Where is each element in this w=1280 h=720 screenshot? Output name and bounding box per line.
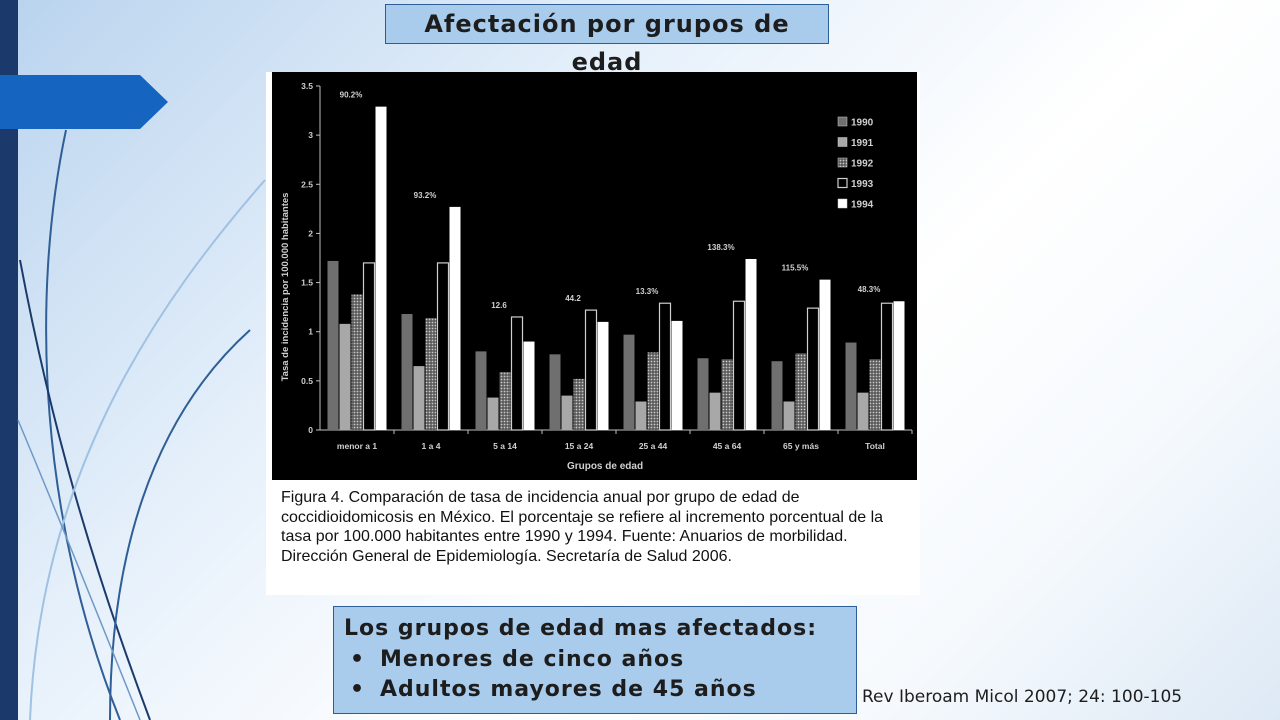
x-tick-label: 1 a 4 bbox=[422, 441, 441, 451]
bar-1992 bbox=[573, 378, 585, 430]
x-axis-title: Grupos de edad bbox=[567, 461, 643, 472]
y-axis-title: Tasa de incidencia por 100.000 habitante… bbox=[280, 193, 291, 382]
data-label: 138.3% bbox=[707, 243, 734, 252]
data-label: 13.3% bbox=[636, 287, 659, 296]
bar-1994 bbox=[819, 279, 831, 430]
bar-1990 bbox=[327, 260, 339, 430]
bar-1990 bbox=[623, 334, 635, 430]
figure-caption: Figura 4. Comparación de tasa de inciden… bbox=[281, 489, 884, 565]
legend-swatch-1992 bbox=[837, 157, 848, 168]
bar-1994 bbox=[893, 301, 905, 430]
data-label: 90.2% bbox=[340, 91, 363, 100]
slide-title: Afectación por grupos de edad bbox=[385, 4, 829, 76]
legend-label: 1992 bbox=[851, 159, 874, 170]
figure-panel: 0 0.5 1 1.5 2 2.5 3 3.5 menor a 1 1 a 4 5 a 14 15 … bbox=[266, 72, 920, 595]
x-tick-label: 65 y más bbox=[783, 441, 819, 451]
bar-1993 bbox=[584, 309, 598, 431]
bar-1994 bbox=[597, 321, 609, 430]
y-tick-label: 0.5 bbox=[301, 376, 313, 386]
bar-1990 bbox=[845, 342, 857, 430]
y-tick-label: 0 bbox=[308, 425, 313, 435]
bar-1994 bbox=[449, 206, 461, 430]
summary-box: Los grupos de edad mas afectados: Menore… bbox=[333, 606, 857, 714]
bar-1990 bbox=[475, 351, 487, 430]
data-label: 12.6 bbox=[491, 301, 507, 310]
bar-1993 bbox=[658, 302, 672, 431]
chart-legend: 1990 1991 1992 1993 1994 bbox=[837, 116, 874, 211]
data-label: 93.2% bbox=[414, 191, 437, 200]
bar-1992 bbox=[795, 353, 807, 430]
bar-1992 bbox=[647, 352, 659, 430]
bar-1991 bbox=[561, 395, 573, 430]
bar-1993 bbox=[510, 316, 524, 431]
bar-1991 bbox=[635, 401, 647, 430]
arrow-tab-shape bbox=[0, 75, 168, 129]
legend-label: 1994 bbox=[851, 200, 874, 211]
y-tick-label: 2.5 bbox=[301, 179, 313, 189]
bar-1991 bbox=[709, 392, 721, 430]
summary-item: Adultos mayores de 45 años bbox=[344, 675, 846, 705]
bar-1992 bbox=[721, 359, 733, 430]
bar-1994 bbox=[523, 341, 535, 430]
y-tick-label: 2 bbox=[308, 228, 313, 238]
legend-label: 1991 bbox=[851, 138, 874, 149]
bar-1993 bbox=[806, 307, 820, 431]
bar-1994 bbox=[745, 258, 757, 430]
legend-swatch-1990 bbox=[837, 116, 848, 127]
x-tick-label: 15 a 24 bbox=[565, 441, 594, 451]
reference-citation: Rev Iberoam Micol 2007; 24: 100-105 bbox=[862, 687, 1183, 707]
data-label: 44.2 bbox=[565, 294, 581, 303]
bar-1992 bbox=[499, 372, 511, 430]
summary-title: Los grupos de edad mas afectados: bbox=[344, 616, 818, 641]
legend-swatch-1994 bbox=[837, 198, 848, 209]
decorative-swooshes bbox=[17, 129, 266, 720]
data-label: 48.3% bbox=[858, 285, 881, 294]
legend-label: 1990 bbox=[851, 118, 874, 129]
y-tick-label: 3 bbox=[308, 130, 313, 140]
bar-1990 bbox=[549, 354, 561, 430]
bar-1991 bbox=[487, 397, 499, 430]
x-tick-label: Total bbox=[865, 441, 885, 451]
bar-1990 bbox=[697, 358, 709, 430]
bar-1993 bbox=[362, 262, 376, 431]
bar-1993 bbox=[732, 300, 746, 431]
bar-1991 bbox=[783, 401, 795, 430]
bar-1990 bbox=[401, 314, 413, 430]
y-tick-label: 3.5 bbox=[301, 81, 313, 91]
x-tick-label: 5 a 14 bbox=[493, 441, 517, 451]
bar-1993 bbox=[436, 262, 450, 431]
bar-1992 bbox=[425, 317, 437, 430]
bar-1993 bbox=[880, 302, 894, 431]
bar-1991 bbox=[857, 392, 869, 430]
x-tick-label: 45 a 64 bbox=[713, 441, 742, 451]
left-accent-bar bbox=[0, 0, 18, 720]
bar-chart: 0 0.5 1 1.5 2 2.5 3 3.5 menor a 1 1 a 4 5 a 14 15 … bbox=[272, 72, 917, 480]
bar-1994 bbox=[671, 320, 683, 430]
bar-1992 bbox=[869, 359, 881, 430]
legend-label: 1993 bbox=[851, 179, 874, 190]
bar-1991 bbox=[339, 323, 351, 430]
x-tick-label: 25 a 44 bbox=[639, 441, 668, 451]
y-tick-label: 1 bbox=[308, 327, 313, 337]
legend-swatch-1993 bbox=[837, 177, 848, 189]
x-tick-label: menor a 1 bbox=[337, 441, 377, 451]
bar-1992 bbox=[351, 294, 363, 430]
summary-item: Menores de cinco años bbox=[344, 645, 846, 675]
legend-swatch-1991 bbox=[837, 137, 848, 147]
bar-1994 bbox=[375, 106, 387, 430]
y-tick-label: 1.5 bbox=[301, 278, 313, 288]
bar-1991 bbox=[413, 366, 425, 430]
data-label: 115.5% bbox=[782, 264, 809, 273]
summary-list: Menores de cinco años Adultos mayores de… bbox=[344, 645, 846, 705]
bar-1990 bbox=[771, 361, 783, 430]
